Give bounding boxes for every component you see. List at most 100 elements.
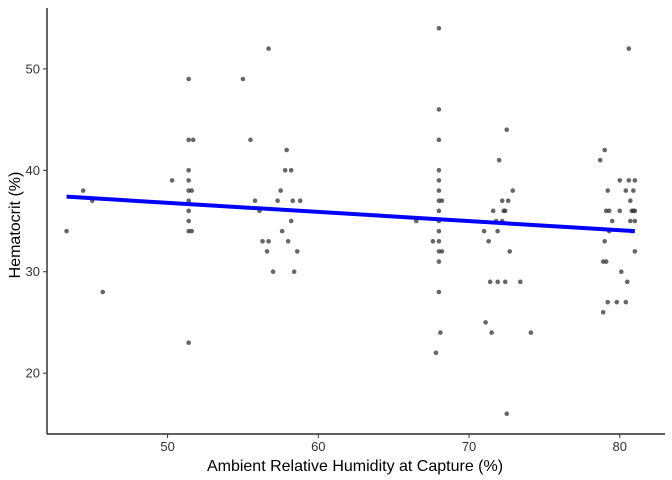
data-point — [433, 350, 439, 356]
data-point — [507, 249, 513, 254]
data-point — [252, 198, 258, 204]
data-point — [605, 188, 611, 193]
data-point — [436, 259, 442, 264]
data-point — [285, 238, 291, 244]
data-point — [632, 178, 638, 183]
y-tick-label: 50 — [26, 61, 40, 76]
data-point — [186, 208, 191, 214]
data-point — [297, 198, 303, 204]
data-point — [614, 299, 620, 305]
data-point — [189, 228, 195, 234]
points-layer — [64, 25, 638, 417]
data-point — [284, 147, 289, 153]
data-point — [282, 167, 288, 173]
y-tick-label: 30 — [26, 264, 40, 279]
y-axis-title: Hematocrit (%) — [7, 172, 24, 279]
data-point — [597, 157, 603, 163]
data-point — [186, 178, 191, 183]
data-point — [436, 107, 442, 112]
data-point — [605, 299, 611, 305]
data-point — [602, 147, 608, 153]
data-point — [436, 167, 442, 173]
data-point — [436, 25, 442, 31]
data-point — [625, 279, 630, 285]
data-point — [436, 178, 442, 183]
data-point — [294, 249, 300, 254]
data-point — [186, 137, 191, 143]
trend-line — [66, 194, 635, 234]
data-point — [264, 249, 270, 254]
x-tick-label: 60 — [311, 439, 325, 454]
data-point — [436, 289, 442, 295]
x-tick-label: 70 — [462, 439, 476, 454]
data-point — [288, 218, 294, 224]
data-point — [279, 228, 285, 234]
data-point — [240, 76, 246, 82]
data-point — [439, 249, 445, 254]
data-point — [489, 330, 494, 335]
data-point — [275, 198, 280, 204]
data-point — [602, 238, 608, 244]
data-point — [623, 299, 629, 305]
data-point — [504, 411, 510, 417]
data-point — [266, 238, 271, 244]
data-point — [517, 279, 523, 285]
data-point — [632, 249, 638, 254]
data-point — [260, 238, 265, 244]
data-point — [290, 198, 295, 204]
data-point — [502, 208, 508, 214]
data-point — [481, 228, 487, 234]
y-tick-label: 40 — [26, 163, 40, 178]
data-point — [504, 127, 510, 133]
data-point — [436, 137, 442, 143]
data-point — [436, 208, 442, 214]
data-point — [266, 46, 271, 51]
data-point — [618, 269, 624, 275]
data-point — [288, 167, 294, 173]
data-point — [100, 289, 106, 295]
data-point — [278, 188, 283, 193]
data-point — [169, 178, 175, 183]
y-tick-label: 20 — [26, 366, 40, 381]
data-point — [528, 330, 534, 335]
data-point — [617, 178, 623, 183]
data-point — [632, 218, 638, 224]
x-tick-label: 80 — [613, 439, 627, 454]
data-point — [502, 279, 508, 285]
data-point — [600, 309, 606, 315]
data-point — [628, 198, 633, 204]
data-point — [495, 279, 500, 285]
data-point — [626, 178, 632, 183]
data-point — [487, 279, 493, 285]
data-point — [186, 198, 191, 204]
data-point — [190, 137, 196, 143]
data-point — [291, 269, 297, 275]
data-point — [623, 188, 629, 193]
data-point — [632, 208, 638, 214]
data-point — [270, 269, 276, 275]
data-point — [626, 46, 632, 51]
data-point — [499, 198, 505, 204]
data-point — [438, 330, 443, 335]
data-point — [505, 198, 511, 204]
data-point — [486, 238, 491, 244]
data-point — [186, 218, 191, 224]
data-point — [80, 188, 86, 193]
data-point — [436, 228, 442, 234]
data-point — [186, 340, 191, 346]
data-point — [186, 167, 191, 173]
data-point — [496, 157, 502, 163]
data-point — [510, 188, 516, 193]
x-axis-title: Ambient Relative Humidity at Capture (%) — [207, 458, 503, 475]
data-point — [603, 259, 609, 264]
data-point — [628, 218, 633, 224]
x-ticks-layer: 50 60 70 80 — [160, 434, 627, 454]
data-point — [609, 218, 615, 224]
y-ticks-layer: 20 30 40 50 — [26, 61, 47, 381]
data-point — [483, 320, 488, 325]
data-point — [248, 137, 253, 143]
x-tick-label: 50 — [160, 439, 174, 454]
data-point — [64, 228, 69, 234]
